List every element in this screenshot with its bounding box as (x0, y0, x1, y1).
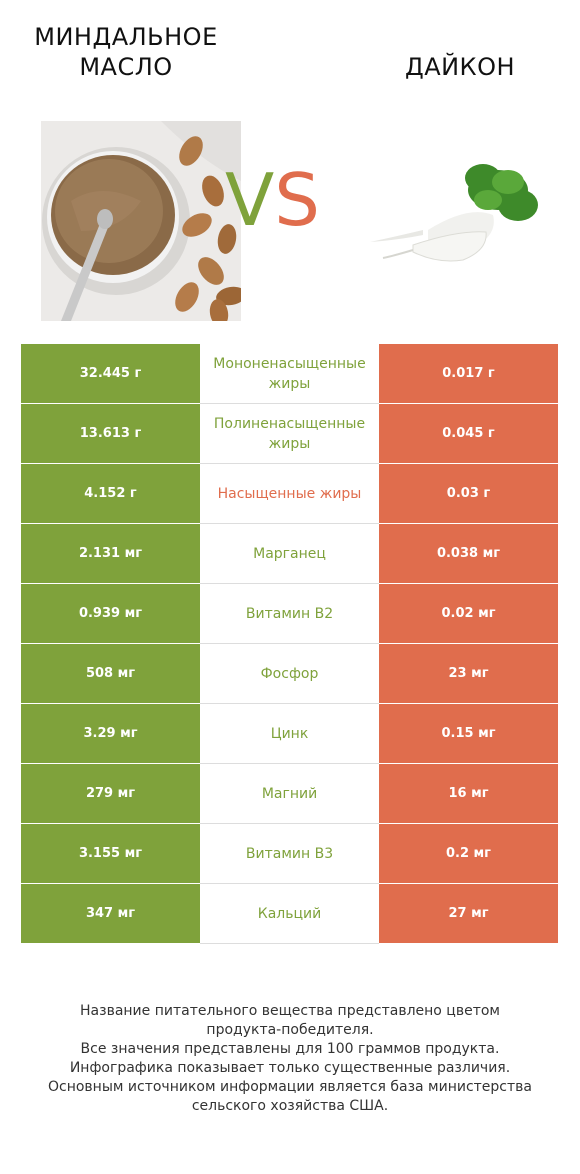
nutrient-cell: Марганец (200, 524, 379, 584)
nutrient-name: Витамин B2 (245, 605, 334, 622)
table-row: 0.939 мг Витамин B2 0.02 мг (21, 584, 558, 644)
vs-v-letter: V (225, 158, 275, 242)
left-value: 4.152 г (21, 464, 200, 524)
footer-line: сельского хозяйства США. (191, 1098, 389, 1114)
nutrient-cell: Кальций (200, 884, 379, 944)
nutrient-name: Цинк (270, 725, 309, 742)
left-value: 508 мг (21, 644, 200, 704)
nutrient-cell: Цинк (200, 704, 379, 764)
nutrient-name: Витамин B3 (245, 845, 334, 862)
left-value: 13.613 г (21, 404, 200, 464)
footer-line: Название питательного вещества представл… (80, 1003, 500, 1019)
right-product-title: ДАЙКОН (404, 53, 516, 81)
footer-line: Все значения представлены для 100 граммо… (80, 1041, 500, 1057)
left-value: 2.131 мг (21, 524, 200, 584)
right-value: 0.038 мг (379, 524, 558, 584)
table-row: 13.613 г Полиненасыщенные жиры 0.045 г (21, 404, 558, 464)
right-value: 23 мг (379, 644, 558, 704)
nutrient-cell: Витамин B3 (200, 824, 379, 884)
right-value: 0.017 г (379, 344, 558, 404)
table-row: 3.155 мг Витамин B3 0.2 мг (21, 824, 558, 884)
left-product-title: МИНДАЛЬНОЕ МАСЛО (16, 22, 236, 82)
nutrient-name: Магний (261, 785, 318, 802)
nutrient-name: Мононенасыщенные жиры (213, 355, 366, 392)
nutrient-cell: Фосфор (200, 644, 379, 704)
nutrient-name: Полиненасыщенные жиры (213, 415, 366, 452)
daikon-image (370, 164, 538, 262)
comparison-table: 32.445 г Мононенасыщенные жиры 0.017 г 13.6… (21, 344, 558, 944)
nutrient-cell: Насыщенные жиры (200, 464, 379, 524)
table-row: 4.152 г Насыщенные жиры 0.03 г (21, 464, 558, 524)
footer-line: Основным источником информации является … (48, 1079, 532, 1095)
nutrient-name: Марганец (253, 545, 326, 562)
footer-line: продукта-победителя. (206, 1022, 374, 1038)
left-value: 3.155 мг (21, 824, 200, 884)
table-row: 347 мг Кальций 27 мг (21, 884, 558, 944)
right-value: 0.03 г (379, 464, 558, 524)
table-row: 2.131 мг Марганец 0.038 мг (21, 524, 558, 584)
almond-butter-image (41, 121, 241, 321)
left-title-line1: МИНДАЛЬНОЕ (34, 23, 218, 51)
vs-s-letter: S (274, 158, 320, 242)
nutrient-cell: Мононенасыщенные жиры (200, 344, 379, 404)
table-row: 32.445 г Мононенасыщенные жиры 0.017 г (21, 344, 558, 404)
table-row: 508 мг Фосфор 23 мг (21, 644, 558, 704)
vs-label: VS (225, 160, 320, 240)
footer-notes: Название питательного вещества представл… (20, 1002, 560, 1116)
table-row: 3.29 мг Цинк 0.15 мг (21, 704, 558, 764)
left-value: 0.939 мг (21, 584, 200, 644)
table-row: 279 мг Магний 16 мг (21, 764, 558, 824)
left-value: 3.29 мг (21, 704, 200, 764)
nutrient-cell: Полиненасыщенные жиры (200, 404, 379, 464)
nutrient-name: Кальций (257, 905, 322, 922)
right-value: 27 мг (379, 884, 558, 944)
nutrient-cell: Витамин B2 (200, 584, 379, 644)
left-value: 279 мг (21, 764, 200, 824)
right-value: 0.15 мг (379, 704, 558, 764)
right-value: 0.02 мг (379, 584, 558, 644)
right-value: 0.2 мг (379, 824, 558, 884)
nutrient-name: Фосфор (260, 665, 319, 682)
nutrient-cell: Магний (200, 764, 379, 824)
nutrient-name: Насыщенные жиры (217, 485, 362, 502)
left-value: 347 мг (21, 884, 200, 944)
right-value: 0.045 г (379, 404, 558, 464)
footer-line: Инфографика показывает только существенн… (69, 1060, 511, 1076)
left-title-line2: МАСЛО (79, 53, 173, 81)
left-value: 32.445 г (21, 344, 200, 404)
right-value: 16 мг (379, 764, 558, 824)
